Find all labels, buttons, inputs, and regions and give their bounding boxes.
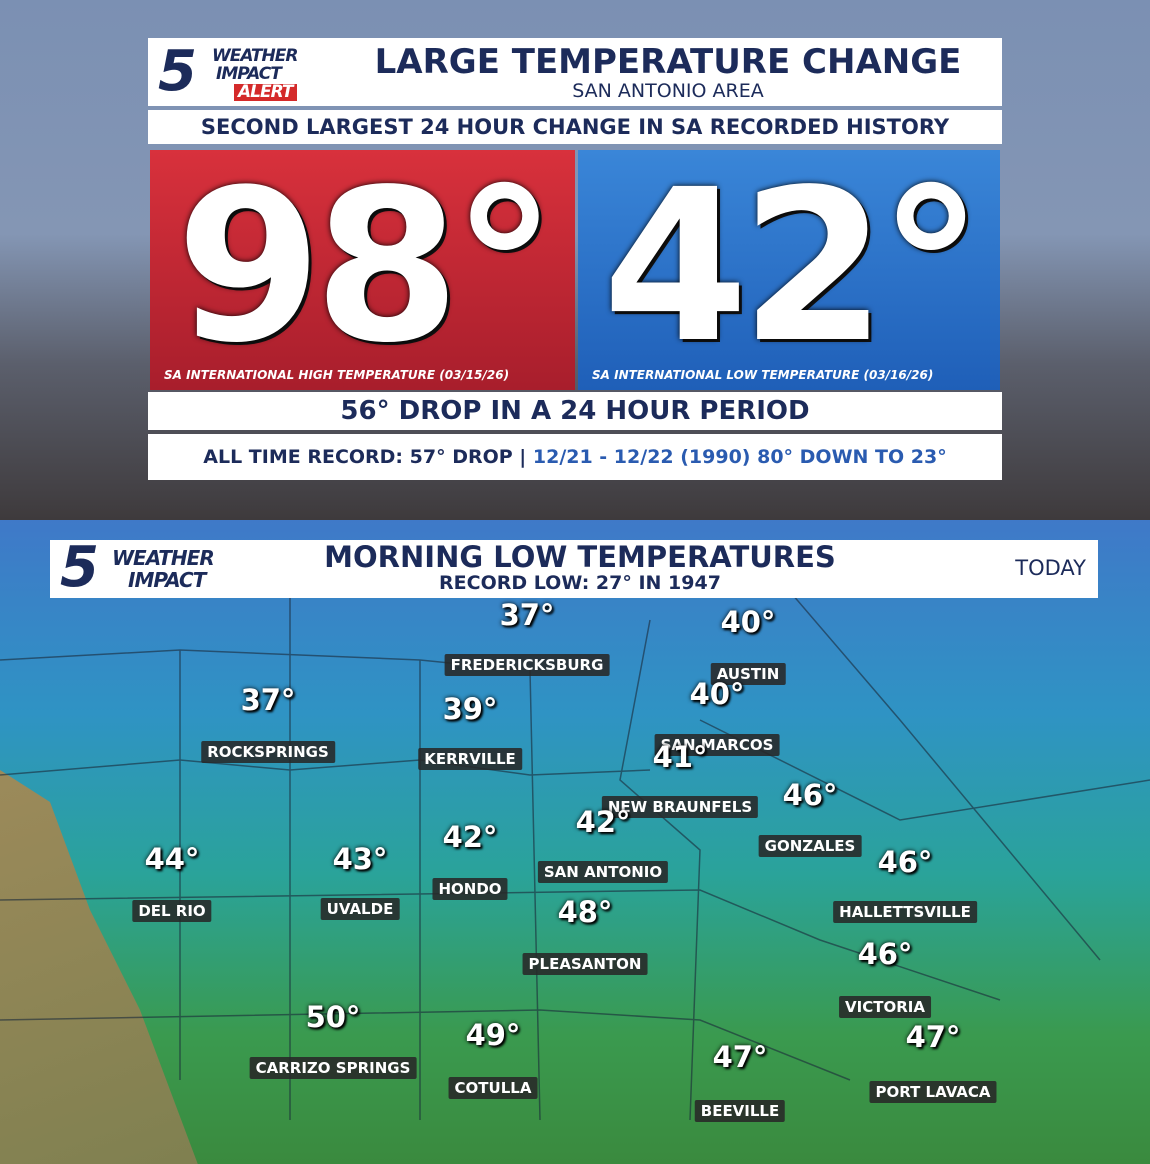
city-temp: 47° [712, 1040, 768, 1074]
drop: 56° DROP IN A 24 HOUR PERIOD [148, 392, 1002, 430]
city-temp: 42° [442, 820, 498, 854]
city-name: CARRIZO SPRINGS [249, 1057, 417, 1079]
logo-alert: ALERT [234, 84, 297, 101]
map-header: 5 WEATHER IMPACT MORNING LOW TEMPERATURE… [50, 540, 1098, 598]
high-temp: 98° [175, 144, 557, 389]
logo-line: WEATHER [112, 546, 215, 570]
city-temp: 48° [557, 895, 613, 929]
city-temp: 42° [575, 805, 631, 839]
city-name: HONDO [432, 878, 508, 900]
record-label: ALL TIME RECORD: 57° DROP | [203, 446, 527, 468]
banner: SECOND LARGEST 24 HOUR CHANGE IN SA RECO… [148, 110, 1002, 144]
city-temp: 37° [499, 598, 555, 632]
city-name: DEL RIO [132, 900, 212, 922]
low-temp: 42° [602, 144, 983, 389]
city-temp: 47° [905, 1020, 961, 1054]
high-panel: 98° SA INTERNATIONAL HIGH TEMPERATURE (0… [150, 150, 575, 390]
subtitle: SAN ANTONIO AREA [572, 80, 764, 102]
low-panel: 42° SA INTERNATIONAL LOW TEMPERATURE (03… [578, 150, 1000, 390]
logo-number: 5 [60, 535, 99, 600]
logo-line: IMPACT [128, 568, 206, 592]
city-name: KERRVILLE [418, 748, 522, 770]
city-temp: 49° [465, 1018, 521, 1052]
city-name: VICTORIA [839, 996, 931, 1018]
city-name: BEEVILLE [694, 1100, 786, 1122]
city-temp: 40° [720, 605, 776, 639]
map-tag: TODAY [1015, 556, 1086, 580]
city-temp: 46° [877, 845, 933, 879]
title: LARGE TEMPERATURE CHANGE [374, 42, 962, 82]
city-name: ROCKSPRINGS [201, 741, 335, 763]
county-lines [0, 579, 1150, 1121]
city-temp: 50° [305, 1000, 361, 1034]
logo-number: 5 [158, 39, 197, 104]
low-caption: SA INTERNATIONAL LOW TEMPERATURE (03/16/… [592, 368, 934, 382]
map-subtitle: RECORD LOW: 27° IN 1947 [439, 572, 721, 594]
city-name: PORT LAVACA [869, 1081, 997, 1103]
map-title: MORNING LOW TEMPERATURES [324, 540, 836, 574]
city-name: GONZALES [758, 835, 862, 857]
city-temp: 46° [857, 937, 913, 971]
logo: 5 WEATHER IMPACT ALERT [154, 42, 314, 102]
city-temp: 41° [652, 740, 708, 774]
header-box: 5 WEATHER IMPACT ALERT LARGE TEMPERATURE… [148, 38, 1002, 106]
logo-line: IMPACT [216, 64, 282, 84]
map: 5 WEATHER IMPACT MORNING LOW TEMPERATURE… [0, 520, 1150, 1164]
city-temp: 37° [240, 683, 296, 717]
city-name: SAN MARCOS [654, 734, 780, 756]
skyline-background: 5 WEATHER IMPACT ALERT LARGE TEMPERATURE… [0, 0, 1150, 520]
city-temp: 44° [144, 842, 200, 876]
city-temp: 43° [332, 842, 388, 876]
city-name: AUSTIN [710, 663, 786, 685]
city-temp: 39° [442, 692, 498, 726]
city-name: HALLETTSVILLE [833, 901, 977, 923]
city-temp: 40° [689, 677, 745, 711]
city-name: FREDERICKSBURG [444, 654, 610, 676]
record-detail: 12/21 - 12/22 (1990) 80° DOWN TO 23° [532, 446, 947, 468]
city-name: NEW BRAUNFELS [601, 796, 759, 818]
city-name: UVALDE [320, 898, 400, 920]
logo: 5 WEATHER IMPACT [56, 540, 256, 598]
city-name: PLEASANTON [522, 953, 648, 975]
high-caption: SA INTERNATIONAL HIGH TEMPERATURE (03/15… [164, 368, 510, 382]
logo-line: WEATHER [212, 46, 298, 66]
city-temp: 46° [782, 778, 838, 812]
record-row: ALL TIME RECORD: 57° DROP | 12/21 - 12/2… [148, 434, 1002, 480]
city-name: SAN ANTONIO [537, 861, 669, 883]
city-name: COTULLA [448, 1077, 538, 1099]
